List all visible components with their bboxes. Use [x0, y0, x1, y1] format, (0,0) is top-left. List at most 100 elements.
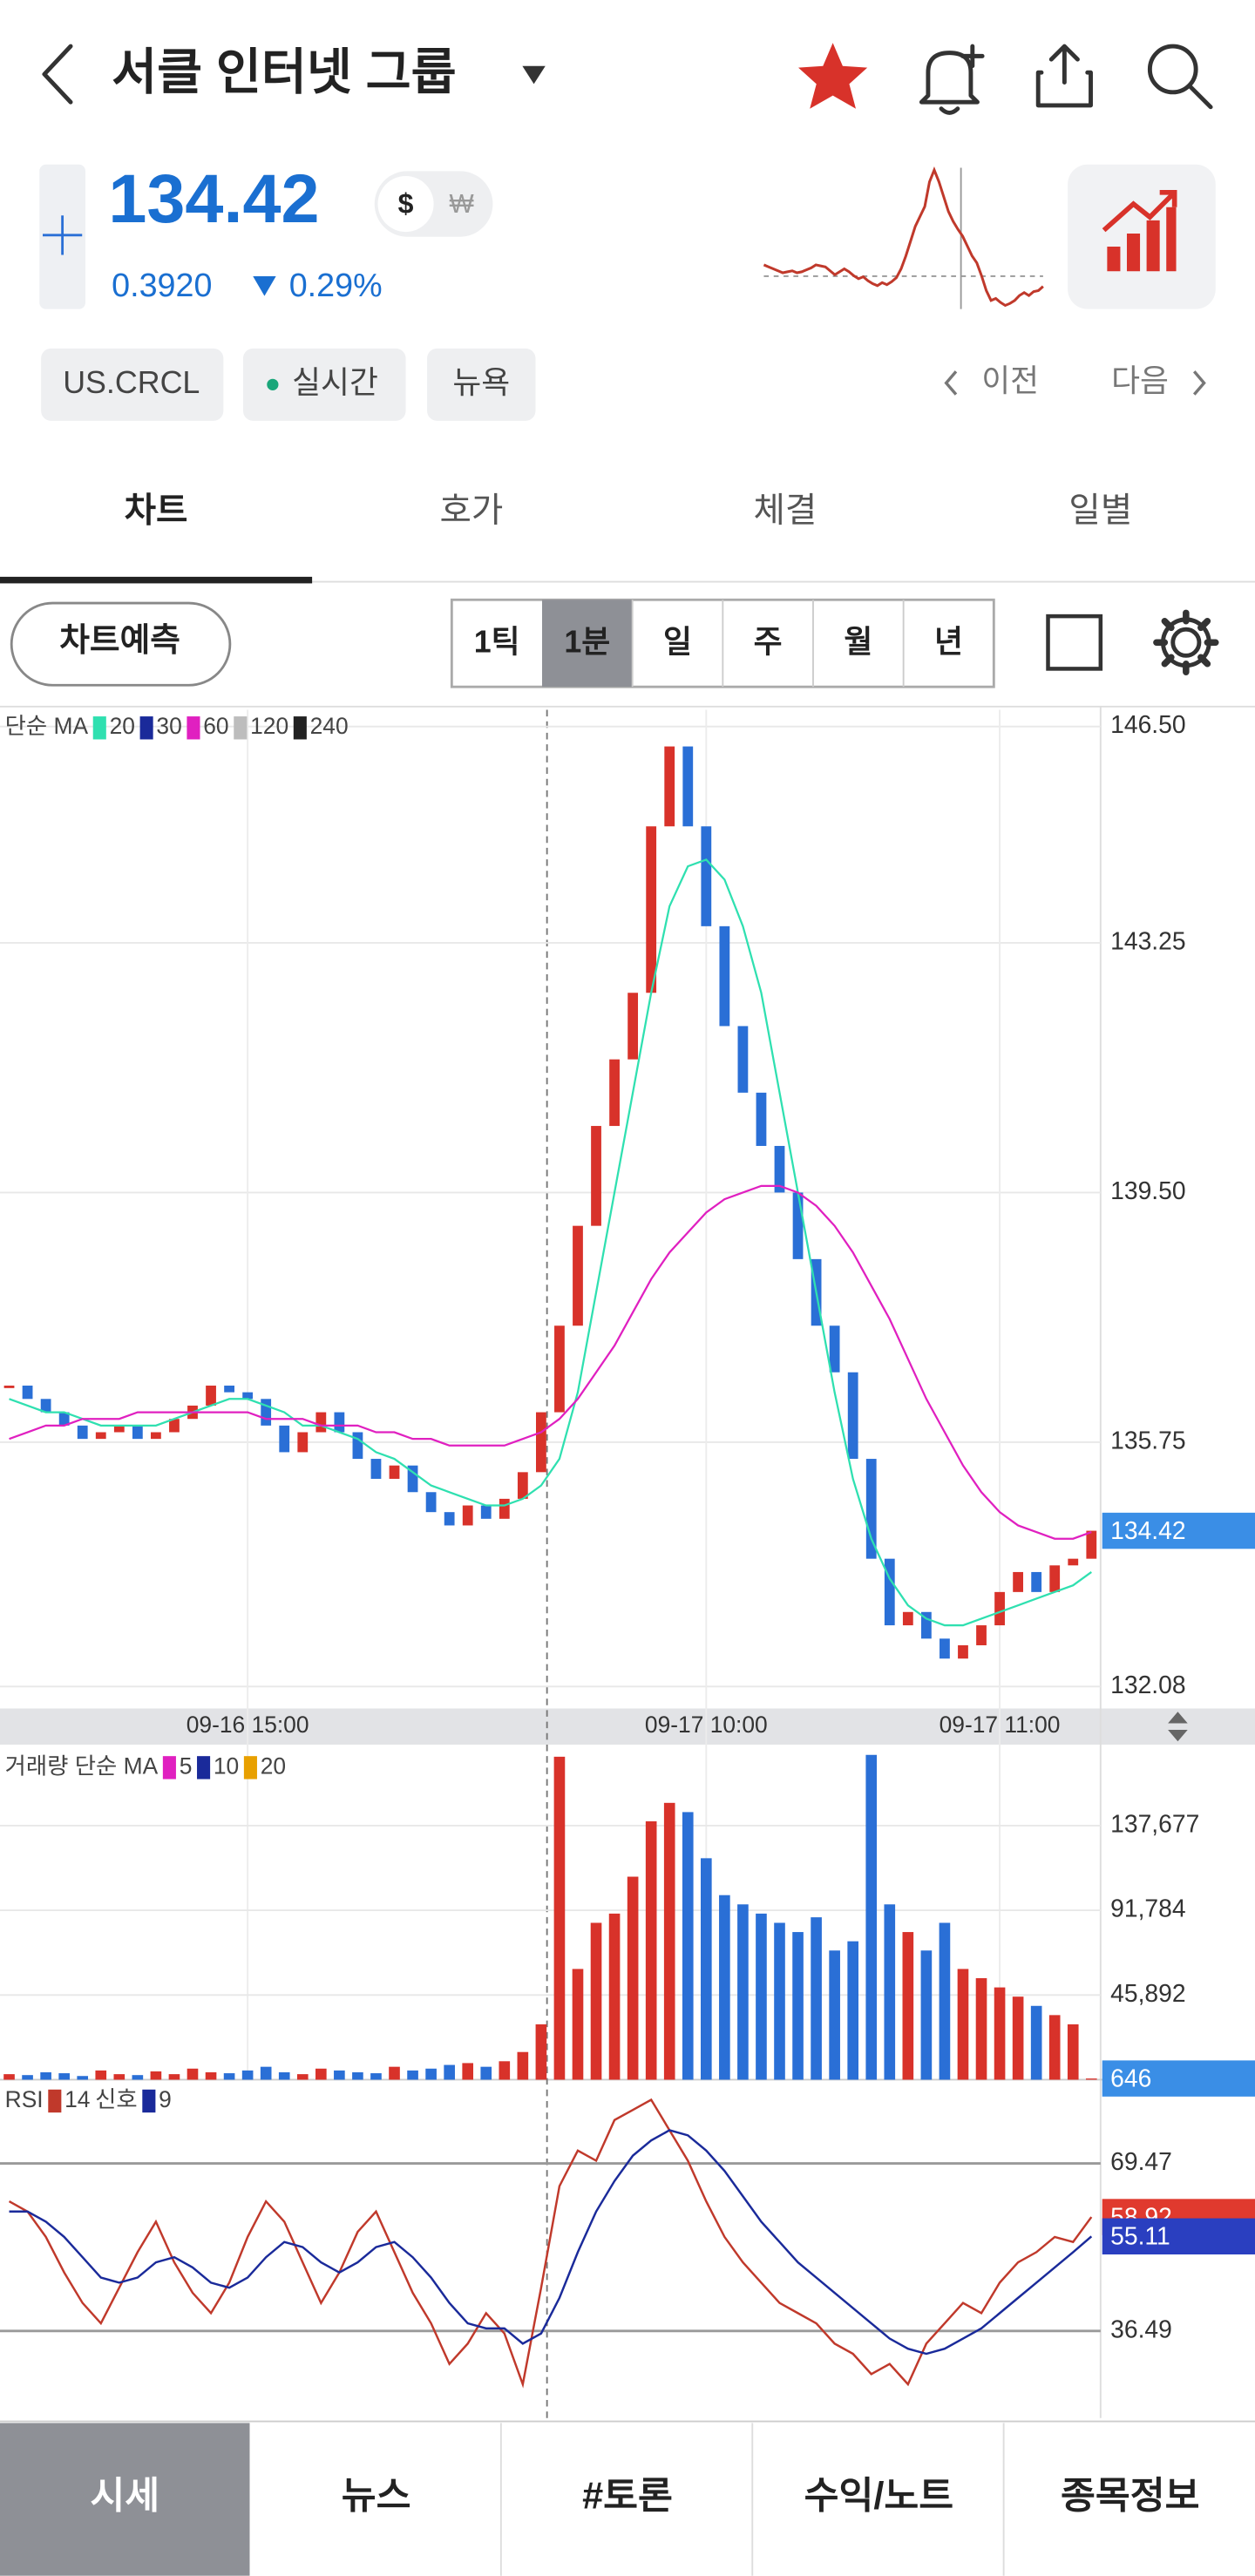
y-tick-label: 143.25 — [1110, 926, 1185, 954]
candle — [315, 1412, 327, 1433]
legend-label: 60 — [203, 713, 228, 739]
resize-handle[interactable] — [1168, 1712, 1188, 1742]
predict-label[interactable]: 차트예측 — [59, 621, 180, 658]
volume-bar — [663, 1802, 675, 2080]
candle — [920, 1611, 932, 1639]
back-button[interactable] — [42, 44, 73, 105]
settings-button[interactable] — [1153, 609, 1219, 675]
volume-bar — [994, 1987, 1006, 2080]
prev-button[interactable]: 이전 — [981, 363, 1039, 398]
volume-bar — [737, 1904, 749, 2080]
legend-label: 20 — [110, 713, 135, 739]
legend-swatch — [234, 716, 248, 740]
last-value-label: 55.11 — [1110, 2222, 1170, 2250]
volume-bar — [682, 1812, 694, 2080]
period-option[interactable]: 월 — [844, 625, 872, 660]
chip-live[interactable]: 실시간 — [292, 365, 378, 400]
legend-label: 30 — [156, 713, 181, 739]
candle — [297, 1432, 309, 1453]
volume-bar — [77, 2076, 89, 2080]
candle — [609, 1059, 620, 1127]
currency-krw[interactable]: ₩ — [449, 190, 474, 219]
volume-bar — [590, 1922, 602, 2080]
candle — [958, 1644, 968, 1659]
legend-label: RSI — [5, 2086, 44, 2112]
candle — [389, 1465, 400, 1479]
volume-bar — [627, 1876, 639, 2080]
chart-mode-button[interactable] — [1068, 164, 1216, 309]
x-tick-label: 09-17 11:00 — [940, 1712, 1061, 1738]
search-button[interactable] — [1147, 44, 1213, 110]
period-option[interactable]: 1분 — [564, 625, 610, 660]
share-button[interactable] — [1035, 44, 1093, 108]
nav-item-active[interactable]: 시세 — [90, 2476, 159, 2518]
rsi-line — [9, 2129, 1093, 2356]
stock-title[interactable]: 서클 인터넷 그룹 — [112, 44, 456, 99]
candle — [334, 1412, 345, 1433]
volume-bar — [58, 2073, 70, 2080]
candle — [628, 993, 639, 1060]
volume-bar — [792, 1932, 804, 2080]
volume-bar — [975, 1978, 987, 2080]
chip-ticker[interactable]: US.CRCL — [63, 365, 200, 400]
next-button[interactable]: 다음 — [1111, 363, 1169, 398]
period-option[interactable]: 년 — [934, 625, 963, 660]
candle — [499, 1498, 510, 1519]
tab[interactable]: 일별 — [1068, 491, 1132, 530]
volume-bar — [517, 2051, 529, 2080]
candle — [535, 1412, 546, 1473]
draw-tool-button[interactable] — [1046, 613, 1103, 671]
y-tick-label: 91,784 — [1110, 1895, 1185, 1922]
chip-market[interactable]: 뉴욕 — [452, 365, 510, 400]
nav-item[interactable]: 종목정보 — [1061, 2476, 1200, 2518]
tab[interactable]: 호가 — [440, 491, 504, 530]
volume-bar — [241, 2070, 254, 2080]
volume-bar — [22, 2075, 33, 2080]
nav-item[interactable]: 뉴스 — [342, 2476, 411, 2518]
chip[interactable] — [41, 348, 224, 421]
volume-bar — [774, 1922, 785, 2080]
volume-bar — [553, 1756, 566, 2080]
volume-bar — [719, 1895, 730, 2080]
candle — [646, 826, 657, 993]
y-tick-label: 135.75 — [1110, 1426, 1185, 1454]
tab-active[interactable]: 차트 — [125, 491, 188, 530]
volume-bar — [1067, 2024, 1079, 2080]
alert-button[interactable] — [919, 44, 985, 115]
title-dropdown[interactable] — [522, 65, 546, 85]
legend-label: 5 — [180, 1752, 193, 1779]
currency-usd[interactable]: $ — [398, 187, 414, 219]
candle — [77, 1425, 88, 1440]
candle — [22, 1386, 33, 1400]
candle — [865, 1459, 877, 1559]
nav-item[interactable]: 수익/노트 — [804, 2476, 954, 2518]
x-tick-label: 09-17 10:00 — [645, 1712, 768, 1738]
legend-label: 거래량 단순 MA — [5, 1752, 159, 1779]
favorite-star[interactable] — [798, 43, 868, 109]
candle — [884, 1558, 895, 1626]
volume-bar — [278, 2072, 290, 2080]
volume-bar — [150, 2071, 162, 2080]
volume-bar — [756, 1913, 767, 2080]
period-option[interactable]: 1틱 — [474, 625, 520, 660]
candle — [1086, 1530, 1097, 1559]
chip[interactable] — [242, 348, 406, 421]
predict-button[interactable] — [10, 601, 232, 687]
next-chevron — [1192, 370, 1206, 396]
volume-bar — [1085, 2078, 1097, 2080]
nav-item[interactable]: #토론 — [582, 2476, 673, 2518]
legend-swatch — [197, 1756, 211, 1779]
volume-bar — [40, 2072, 51, 2080]
candle — [737, 1026, 749, 1093]
period-option[interactable]: 일 — [663, 625, 692, 660]
down-triangle — [253, 275, 276, 296]
volume-bar — [132, 2075, 144, 2080]
candle — [774, 1145, 785, 1193]
tab[interactable]: 체결 — [754, 491, 817, 530]
tab-underline — [0, 576, 313, 584]
period-option[interactable]: 주 — [754, 625, 783, 660]
volume-bar — [315, 2068, 327, 2080]
candle — [58, 1412, 70, 1426]
chip[interactable] — [427, 348, 536, 421]
